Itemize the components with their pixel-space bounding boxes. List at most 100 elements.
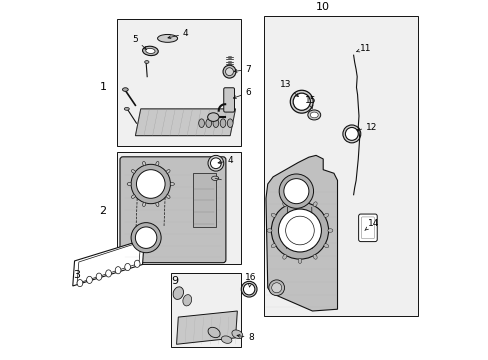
- Ellipse shape: [173, 287, 183, 300]
- Ellipse shape: [134, 260, 140, 267]
- Ellipse shape: [298, 258, 301, 264]
- Ellipse shape: [124, 107, 129, 110]
- Ellipse shape: [142, 202, 145, 207]
- Ellipse shape: [278, 209, 321, 252]
- Text: 16: 16: [244, 273, 256, 287]
- Ellipse shape: [131, 164, 170, 204]
- Ellipse shape: [210, 158, 221, 168]
- Ellipse shape: [131, 222, 161, 253]
- Ellipse shape: [198, 119, 204, 127]
- Ellipse shape: [166, 170, 170, 173]
- Ellipse shape: [225, 68, 233, 76]
- Ellipse shape: [207, 113, 219, 121]
- Ellipse shape: [285, 216, 314, 245]
- Ellipse shape: [142, 46, 158, 55]
- Ellipse shape: [127, 183, 131, 185]
- Ellipse shape: [323, 213, 328, 217]
- Text: 13: 13: [279, 80, 298, 96]
- Ellipse shape: [345, 127, 358, 140]
- Ellipse shape: [310, 112, 318, 118]
- FancyBboxPatch shape: [224, 88, 234, 112]
- Text: 9: 9: [171, 276, 178, 285]
- Ellipse shape: [131, 170, 135, 173]
- Text: 5: 5: [132, 35, 146, 49]
- Ellipse shape: [220, 119, 225, 127]
- PathPatch shape: [73, 239, 144, 286]
- PathPatch shape: [265, 156, 337, 311]
- Ellipse shape: [312, 202, 317, 207]
- Ellipse shape: [279, 174, 313, 208]
- Ellipse shape: [205, 119, 211, 127]
- Ellipse shape: [145, 48, 155, 53]
- FancyBboxPatch shape: [358, 214, 376, 242]
- Ellipse shape: [282, 255, 286, 259]
- Bar: [117, 152, 241, 265]
- Ellipse shape: [312, 255, 317, 259]
- Ellipse shape: [156, 162, 159, 166]
- Text: 2: 2: [100, 206, 106, 216]
- Ellipse shape: [86, 276, 92, 283]
- Ellipse shape: [307, 110, 320, 120]
- Text: 4: 4: [218, 156, 232, 165]
- Ellipse shape: [183, 294, 191, 306]
- Text: 12: 12: [356, 123, 376, 132]
- Text: 4: 4: [168, 29, 188, 39]
- Ellipse shape: [243, 283, 254, 295]
- Bar: [171, 274, 241, 347]
- Ellipse shape: [115, 267, 121, 274]
- Ellipse shape: [327, 229, 332, 232]
- Ellipse shape: [157, 35, 177, 42]
- Ellipse shape: [283, 179, 308, 204]
- Text: 15: 15: [305, 96, 316, 109]
- Ellipse shape: [223, 65, 235, 78]
- Ellipse shape: [122, 88, 128, 91]
- Ellipse shape: [221, 336, 231, 343]
- Ellipse shape: [170, 183, 174, 185]
- Text: 11: 11: [356, 44, 371, 53]
- Bar: [117, 19, 241, 147]
- Ellipse shape: [290, 90, 312, 113]
- Text: 8: 8: [237, 333, 253, 342]
- Ellipse shape: [142, 162, 145, 166]
- Ellipse shape: [266, 229, 271, 232]
- PathPatch shape: [176, 311, 237, 344]
- Text: 10: 10: [316, 2, 329, 12]
- Ellipse shape: [342, 125, 360, 143]
- Ellipse shape: [105, 270, 111, 277]
- Ellipse shape: [323, 244, 328, 248]
- Text: 7: 7: [234, 65, 250, 74]
- Ellipse shape: [231, 330, 243, 338]
- Bar: [192, 173, 215, 227]
- Ellipse shape: [271, 283, 281, 293]
- Ellipse shape: [227, 119, 233, 127]
- Bar: [264, 16, 417, 316]
- Ellipse shape: [207, 156, 224, 171]
- Text: 1: 1: [100, 82, 106, 93]
- Ellipse shape: [131, 195, 135, 198]
- Ellipse shape: [96, 273, 102, 280]
- Ellipse shape: [271, 244, 275, 248]
- Ellipse shape: [298, 198, 301, 203]
- Ellipse shape: [213, 119, 218, 127]
- PathPatch shape: [135, 109, 235, 136]
- Ellipse shape: [124, 264, 130, 271]
- Ellipse shape: [156, 202, 159, 207]
- Text: 3: 3: [73, 270, 80, 280]
- Ellipse shape: [271, 202, 328, 259]
- Ellipse shape: [268, 280, 284, 296]
- Ellipse shape: [136, 170, 165, 198]
- Ellipse shape: [293, 93, 310, 110]
- Ellipse shape: [241, 281, 257, 297]
- Text: 14: 14: [364, 219, 378, 230]
- Ellipse shape: [280, 211, 319, 250]
- Ellipse shape: [144, 60, 149, 63]
- Text: 6: 6: [233, 88, 250, 98]
- Ellipse shape: [77, 279, 82, 287]
- Ellipse shape: [282, 202, 286, 207]
- FancyBboxPatch shape: [120, 157, 225, 263]
- Ellipse shape: [166, 195, 170, 198]
- Ellipse shape: [135, 227, 157, 248]
- Ellipse shape: [207, 327, 220, 338]
- Ellipse shape: [271, 213, 275, 217]
- Ellipse shape: [211, 176, 218, 180]
